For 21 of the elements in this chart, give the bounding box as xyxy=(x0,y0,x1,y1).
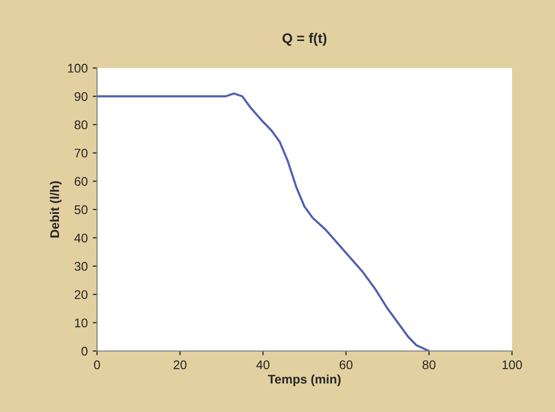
chart-title: Q = f(t) xyxy=(282,32,326,46)
y-tick-label: 30 xyxy=(74,262,88,271)
y-axis-title: Debit (l/h) xyxy=(50,181,62,238)
x-tick-label: 0 xyxy=(94,360,100,370)
y-tick-label: 50 xyxy=(74,205,88,214)
y-tick-label: 70 xyxy=(74,148,88,158)
x-tick-label: 40 xyxy=(256,360,270,370)
x-tick-label: 100 xyxy=(502,360,522,370)
x-axis-title: Temps (min) xyxy=(268,374,341,386)
line-series xyxy=(97,92,430,351)
y-tick-label: 20 xyxy=(74,290,88,300)
x-tick-label: 20 xyxy=(174,360,186,370)
y-tick-label: 80 xyxy=(74,120,88,130)
x-tick-label: 80 xyxy=(422,360,436,370)
y-tick-label: 10 xyxy=(75,318,88,328)
x-tick-label: 60 xyxy=(340,360,352,370)
y-tick-label: 40 xyxy=(74,234,88,242)
y-tick-label: 0 xyxy=(82,346,88,356)
y-tick-label: 100 xyxy=(68,64,88,73)
y-tick-label: 60 xyxy=(74,177,88,186)
y-tick-label: 90 xyxy=(74,92,88,101)
